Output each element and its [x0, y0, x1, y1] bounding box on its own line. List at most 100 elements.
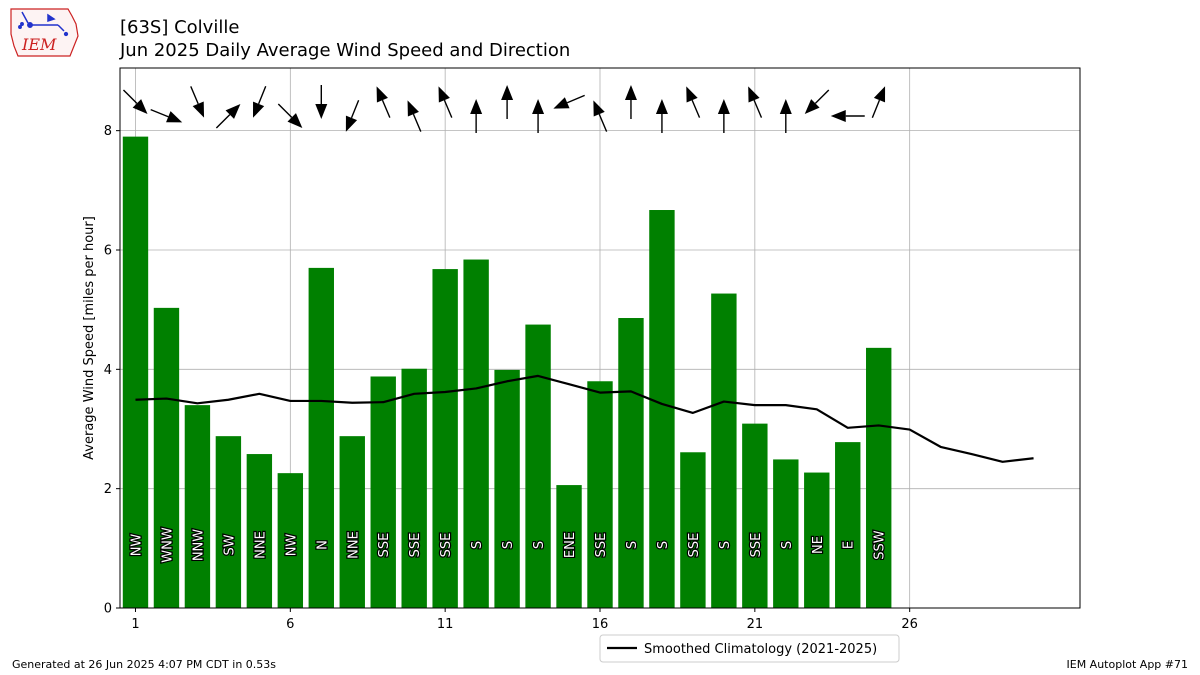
y-tick-label: 0	[104, 602, 112, 617]
direction-label: SSE	[377, 533, 392, 558]
direction-label: ENE	[563, 532, 578, 558]
wind-direction-arrow	[190, 86, 205, 118]
direction-label: NW	[129, 534, 144, 557]
wind-direction-arrow	[655, 99, 668, 133]
iem-logo: IEM	[10, 8, 79, 57]
wind-direction-arrow	[315, 85, 328, 119]
wind-speed-bar	[463, 259, 489, 608]
x-tick-label: 16	[592, 617, 609, 632]
wind-direction-arrow	[215, 103, 241, 129]
legend: Smoothed Climatology (2021-2025)	[599, 634, 900, 663]
y-tick-label: 2	[104, 482, 112, 497]
wind-direction-arrow	[252, 85, 267, 118]
x-tick-label: 6	[286, 617, 294, 632]
wind-speed-bar	[153, 307, 180, 608]
direction-label: NW	[284, 534, 299, 557]
x-tick-label: 11	[437, 617, 454, 632]
x-tick-label: 21	[747, 617, 764, 632]
wind-arrows	[122, 85, 886, 133]
wind-direction-arrow	[748, 86, 763, 118]
wind-direction-arrow	[871, 86, 886, 119]
direction-label: N	[315, 540, 330, 550]
wind-speed-bar	[649, 210, 675, 608]
direction-label: SSE	[439, 533, 454, 558]
direction-label: NNW	[191, 529, 206, 561]
wind-direction-arrow	[501, 85, 514, 119]
chart-title: [63S] Colville	[120, 17, 240, 38]
y-axis-label: Average Wind Speed [miles per hour]	[82, 216, 97, 460]
wind-speed-bar	[525, 324, 551, 608]
y-tick-label: 8	[104, 124, 112, 139]
app-credit: IEM Autoplot App #71	[1066, 658, 1189, 671]
wind-direction-arrow	[345, 99, 360, 132]
wind-direction-arrow	[277, 103, 303, 129]
direction-label: SSE	[408, 533, 423, 558]
wind-speed-bar	[742, 423, 768, 608]
direction-label: SSW	[873, 530, 888, 560]
direction-label: NNE	[253, 531, 268, 559]
y-tick-label: 4	[104, 363, 112, 378]
wind-direction-arrow	[830, 110, 865, 122]
legend-label: Smoothed Climatology (2021-2025)	[644, 642, 877, 657]
wind-direction-arrow	[593, 100, 608, 132]
direction-label: SSE	[749, 533, 764, 558]
wind-speed-bar	[773, 459, 799, 608]
wind-direction-arrow	[150, 108, 183, 123]
legend-box	[599, 634, 900, 663]
direction-label: S	[470, 541, 485, 549]
x-tick-label: 26	[901, 617, 918, 632]
wind-direction-arrow	[407, 100, 422, 132]
direction-label: SSE	[594, 533, 609, 558]
wind-speed-bar	[432, 269, 458, 608]
wind-speed-bar	[494, 369, 520, 608]
weather-symbols-icon	[18, 11, 69, 37]
direction-label: E	[842, 541, 857, 549]
wind-direction-arrow	[122, 89, 148, 115]
wind-direction-arrow	[779, 99, 792, 133]
logo-text: IEM	[21, 35, 57, 54]
direction-label: SSE	[687, 533, 702, 558]
wind-speed-bar	[277, 473, 304, 608]
direction-label: S	[532, 541, 547, 549]
direction-label: S	[625, 541, 640, 549]
chart-subtitle: Jun 2025 Daily Average Wind Speed and Di…	[120, 40, 571, 61]
wind-direction-arrow	[804, 89, 830, 115]
wind-direction-arrow	[553, 94, 585, 109]
y-tick-label: 6	[104, 243, 112, 258]
wind-direction-arrow	[438, 86, 453, 118]
x-tick-label: 1	[131, 617, 139, 632]
generated-timestamp: Generated at 26 Jun 2025 4:07 PM CDT in …	[12, 658, 277, 671]
wind-speed-bar	[680, 452, 706, 608]
wind-direction-arrow	[624, 85, 637, 119]
wind-speed-bar	[401, 368, 427, 608]
wind-speed-bar	[122, 136, 149, 609]
direction-label: S	[501, 541, 516, 549]
wind-speed-bar	[308, 267, 334, 608]
climatology-series	[135, 374, 1034, 463]
wind-speed-bar	[804, 472, 830, 608]
direction-label: NE	[811, 536, 826, 554]
wind-direction-arrow	[470, 99, 483, 133]
wind-speed-bar	[711, 293, 737, 608]
wind-speed-bar	[835, 442, 861, 608]
wind-direction-arrow	[686, 86, 701, 118]
wind-speed-bar	[618, 318, 644, 608]
wind-speed-bar	[184, 405, 211, 608]
direction-label: S	[656, 541, 671, 549]
wind-direction-arrow	[376, 86, 391, 118]
direction-label: S	[780, 541, 795, 549]
direction-label: SW	[222, 534, 237, 555]
wind-direction-arrow	[532, 99, 545, 133]
wind-speed-bar	[587, 381, 613, 608]
wind-direction-arrow	[717, 99, 730, 133]
iowa-state-outline	[10, 8, 79, 57]
bar-series	[122, 136, 892, 609]
direction-labels: NW WNW NNW SW NNE NW N NNE SSE SSE SSE S S S ENE SSE S S S…	[128, 526, 889, 564]
wind-speed-bar	[215, 436, 242, 608]
climatology-line	[135, 374, 1034, 463]
wind-speed-bar	[866, 347, 892, 608]
wind-speed-bar	[370, 376, 396, 608]
direction-label: S	[718, 541, 733, 549]
